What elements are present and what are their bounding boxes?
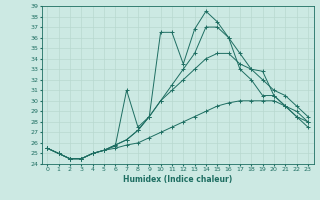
X-axis label: Humidex (Indice chaleur): Humidex (Indice chaleur) (123, 175, 232, 184)
